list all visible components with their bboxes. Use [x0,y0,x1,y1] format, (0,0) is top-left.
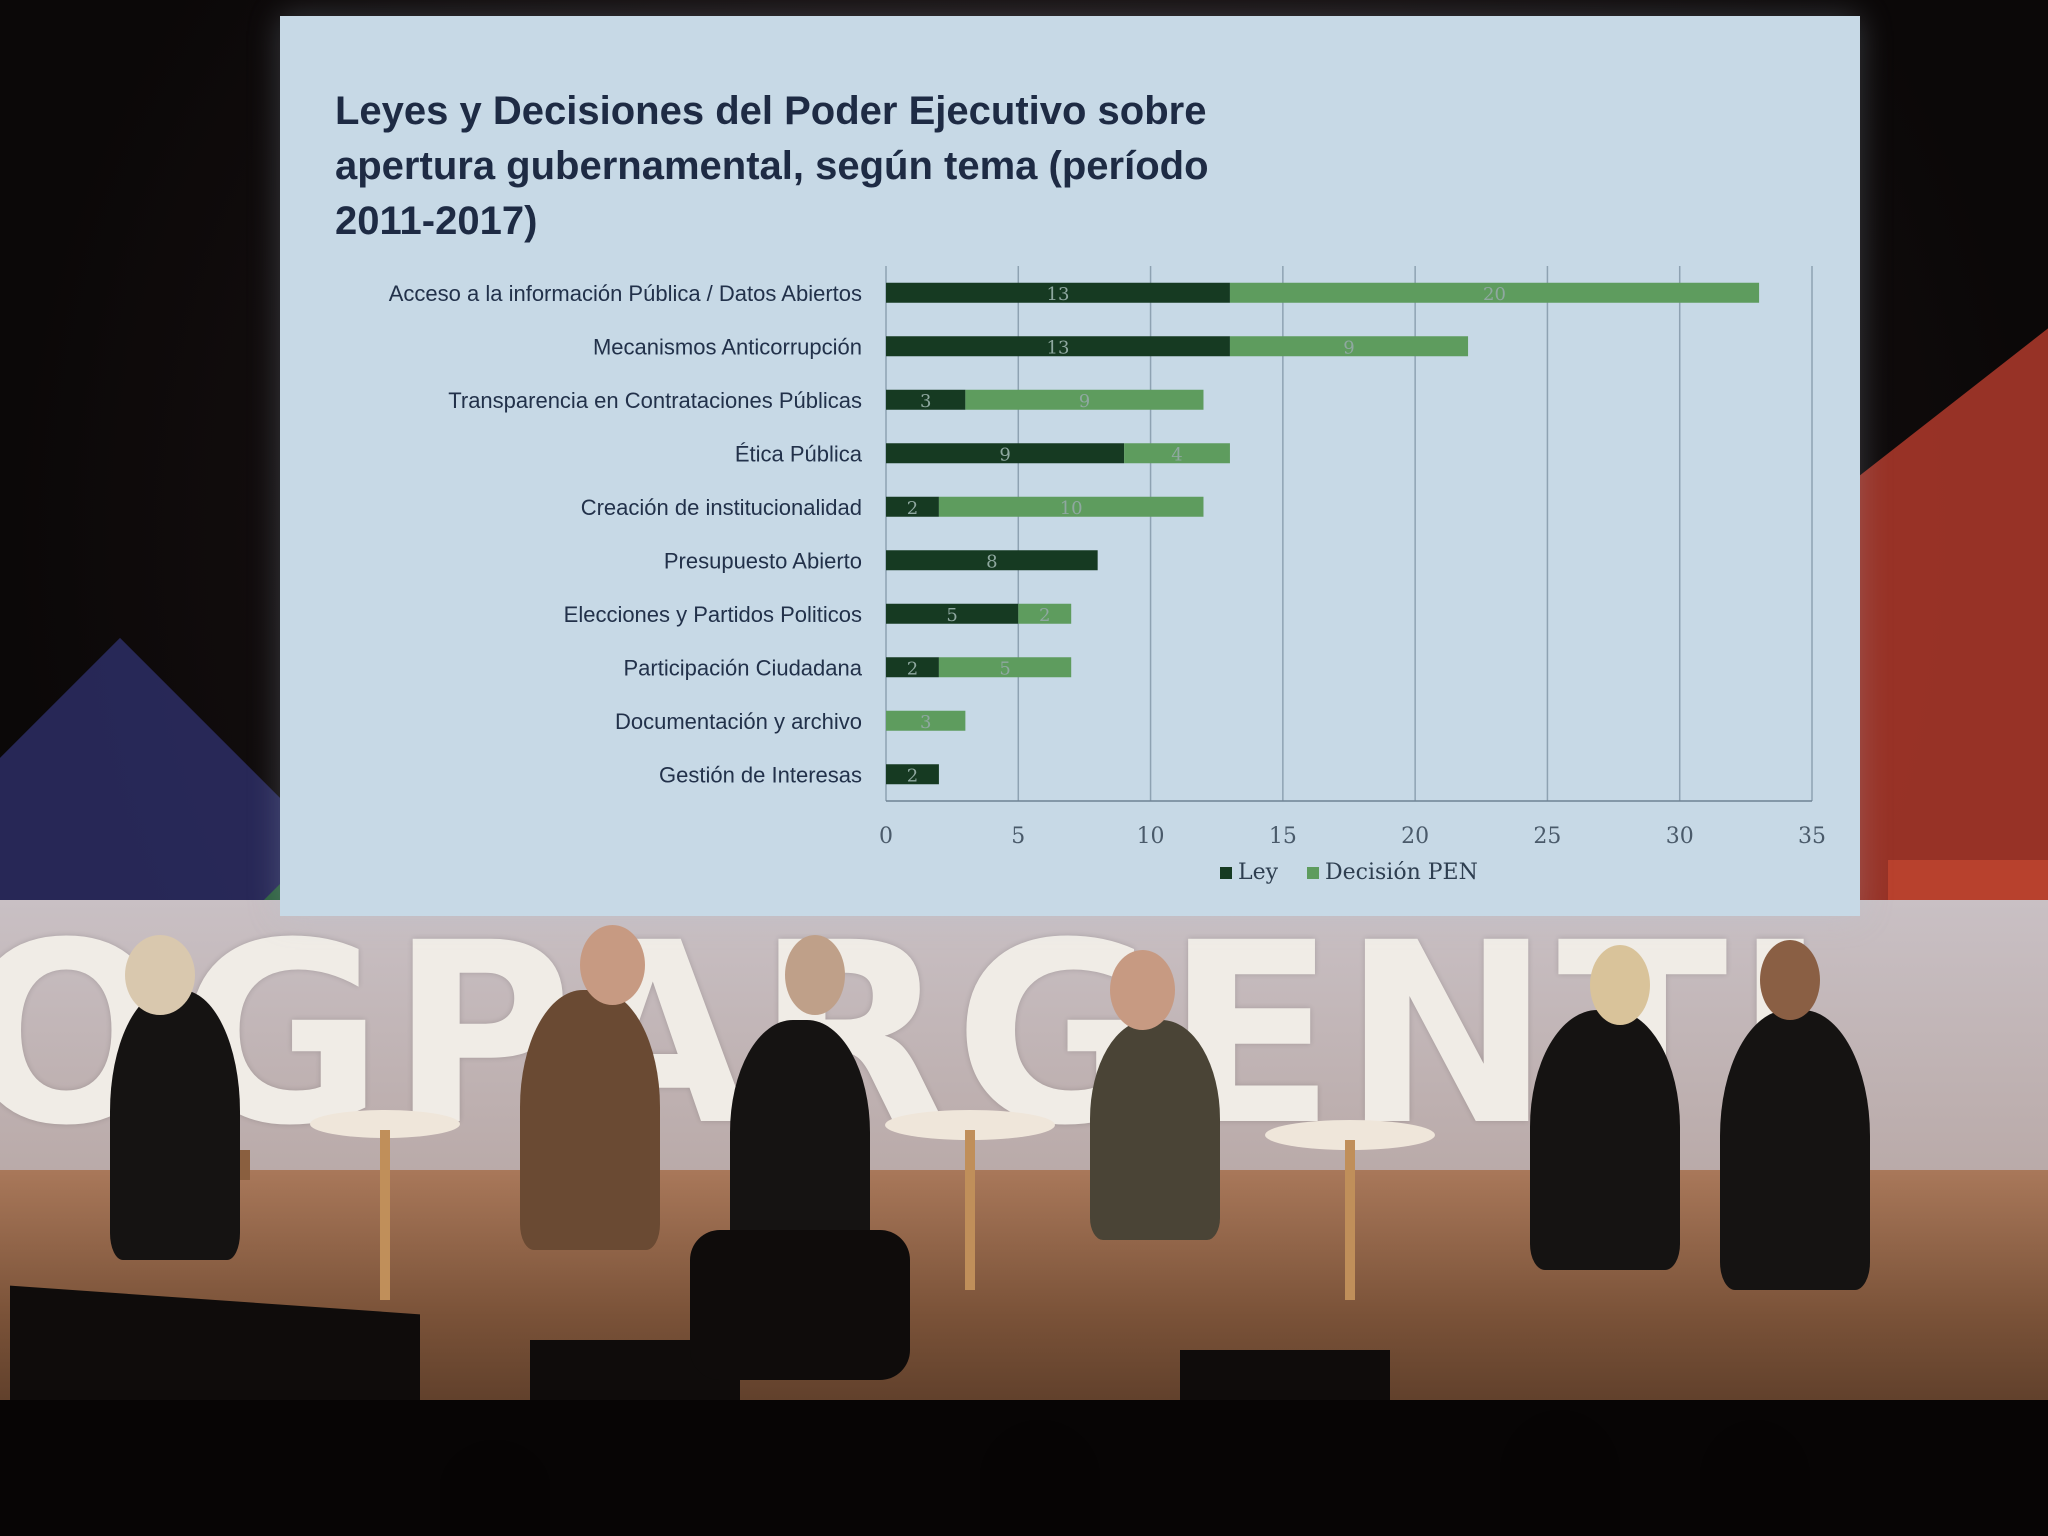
x-tick-label: 20 [1401,824,1429,849]
legend-label: Decisión PEN [1325,860,1478,885]
data-label: 9 [1079,391,1090,412]
data-label: 13 [1047,337,1070,358]
audience-head [980,1420,1100,1536]
category-label: Transparencia en Contrataciones Públicas [448,388,862,413]
side-table-leg [1345,1140,1355,1300]
category-label: Documentación y archivo [615,709,862,734]
side-table-leg [965,1130,975,1290]
bar-segment [886,764,939,785]
x-tick-label: 0 [879,824,893,849]
data-label: 8 [986,551,997,572]
panelist-head [1110,950,1175,1030]
data-label: 2 [1039,605,1050,626]
data-label: 2 [907,765,918,786]
category-label: Gestión de Interesas [659,762,862,787]
panelist-head [1760,940,1820,1020]
panelist-head [125,935,195,1015]
data-label: 2 [907,498,918,519]
bar-segment [1018,603,1072,624]
bar-segment [938,496,1204,517]
data-label: 3 [920,391,931,412]
category-label: Ética Pública [735,441,863,466]
panelist [730,1020,870,1270]
bar-segment [886,657,939,678]
category-label: Participación Ciudadana [624,655,863,680]
chart-title-line-1: Leyes y Decisiones del Poder Ejecutivo s… [335,89,1207,133]
panelist [110,990,240,1260]
legend-swatch [1307,867,1319,879]
bar-segment [965,389,1204,410]
x-tick-label: 10 [1137,824,1165,849]
x-tick-label: 35 [1798,824,1826,849]
panelist-head [1590,945,1650,1025]
camera [690,1230,910,1380]
bar-segment [886,550,1098,571]
panelist [1720,1010,1870,1290]
panelist [1530,1010,1680,1270]
legend-label: Ley [1238,860,1279,885]
audience-head [1500,1410,1620,1536]
side-table-leg [380,1130,390,1300]
x-tick-label: 15 [1269,824,1297,849]
x-tick-label: 30 [1666,824,1694,849]
data-label: 2 [907,658,918,679]
data-label: 4 [1171,444,1182,465]
bar-segment [886,603,1019,624]
backdrop-letters-panel [0,900,2048,1200]
legend-swatch [1220,867,1232,879]
bar-segment [886,710,966,731]
category-label: Creación de institucionalidad [581,495,862,520]
x-tick-label: 25 [1533,824,1561,849]
bar-segment [1229,336,1469,357]
category-label: Elecciones y Partidos Politicos [564,602,862,627]
data-label: 5 [999,658,1010,679]
data-label: 10 [1060,498,1083,519]
data-label: 5 [946,605,957,626]
data-label: 20 [1483,284,1506,305]
bar-segment [938,657,1072,678]
chart-title: Leyes y Decisiones del Poder Ejecutivo s… [335,84,1435,249]
x-tick-label: 5 [1011,824,1025,849]
category-label: Acceso a la información Pública / Datos … [389,281,862,306]
data-label: 13 [1047,284,1070,305]
projection-screen: Leyes y Decisiones del Poder Ejecutivo s… [280,16,1860,916]
bar-segment [1229,282,1760,303]
panelist-head [580,925,645,1005]
chart-title-line-2: apertura gubernamental, según tema (perí… [335,144,1209,188]
audience-head [440,1440,550,1536]
category-label: Presupuesto Abierto [664,548,862,573]
panelist-head [785,935,845,1015]
bar-segment [886,443,1125,464]
bar-segment [886,496,939,517]
bar-segment [886,336,1230,357]
audience-head [1700,1420,1810,1536]
panelist [1090,1020,1220,1240]
panelist [520,990,660,1250]
chart-title-line-3: 2011-2017) [335,199,538,243]
data-label: 9 [999,444,1010,465]
bar-segment [886,389,966,410]
bar-segment [1124,443,1230,464]
bar-segment [886,282,1230,303]
data-label: 3 [920,712,931,733]
data-label: 9 [1343,337,1354,358]
category-label: Mecanismos Anticorrupción [593,334,862,359]
